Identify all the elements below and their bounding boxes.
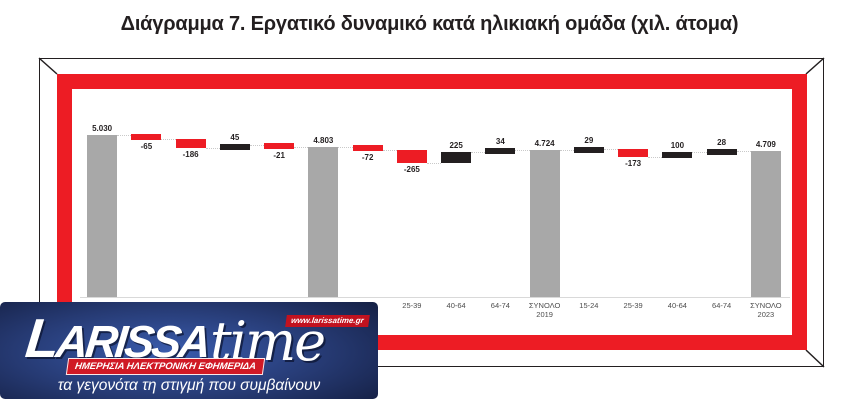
bar-total xyxy=(529,150,560,297)
larissatime-logo-watermark: LARISSA time www.larissatime.gr ΗΜΕΡΗΣΙΑ… xyxy=(0,302,378,399)
waterfall-connector-line xyxy=(382,149,397,151)
bar-increase xyxy=(441,151,472,163)
waterfall-connector-line xyxy=(294,146,309,148)
bar-increase xyxy=(662,151,693,158)
logo-tagline: τα γεγονότα τη στιγμή που συμβαίνουν xyxy=(57,377,321,394)
waterfall-connector-line xyxy=(692,152,707,154)
waterfall-connector-line xyxy=(515,150,530,152)
x-axis-tick-label: 40-64 xyxy=(667,301,687,310)
x-axis-tick-label: ΣΥΝΟΛΟ 2019 xyxy=(528,301,561,319)
waterfall-connector-line xyxy=(205,147,220,149)
bar-increase xyxy=(219,143,250,150)
bar-total xyxy=(308,146,339,297)
x-axis-tick-label: ΣΥΝΟΛΟ 2023 xyxy=(750,301,782,319)
bar-decrease xyxy=(352,145,383,152)
x-axis-tick-label: 64-74 xyxy=(712,301,732,310)
bar-value-label: 4.724 xyxy=(534,139,555,149)
x-axis-tick-label: 40-64 xyxy=(446,301,466,310)
bar-increase xyxy=(485,148,516,155)
bar-value-label: -265 xyxy=(403,164,420,174)
bar-decrease xyxy=(396,149,427,163)
x-axis-tick-label: 64-74 xyxy=(490,301,510,310)
logo-url-badge: www.larissatime.gr xyxy=(285,315,370,327)
bar-increase xyxy=(706,148,737,155)
bar-value-label: 4.709 xyxy=(755,140,776,150)
bar-decrease xyxy=(131,134,162,141)
waterfall-connector-line xyxy=(471,151,486,153)
logo-subtitle-band: ΗΜΕΡΗΣΙΑ ΗΛΕΚΤΡΟΝΙΚΗ ΕΦΗΜΕΡΙΔΑ xyxy=(65,358,266,375)
bar-value-label: 29 xyxy=(584,135,594,145)
bar-value-label: -21 xyxy=(273,150,285,160)
bar-value-label: 100 xyxy=(670,140,685,150)
bar-value-label: 5.030 xyxy=(92,124,113,134)
bar-value-label: -65 xyxy=(140,142,153,152)
x-axis-baseline xyxy=(80,297,790,298)
waterfall-connector-line xyxy=(161,138,176,140)
bar-value-label: 4.803 xyxy=(313,135,334,145)
waterfall-connector-line xyxy=(249,145,265,147)
bar-total xyxy=(750,151,781,297)
bar-decrease xyxy=(175,138,206,148)
chart-title: Διάγραμμα 7. Εργατικό δυναμικό κατά ηλικ… xyxy=(120,13,739,35)
x-axis-tick-label: 25-39 xyxy=(402,301,422,310)
waterfall-connector-line xyxy=(338,146,353,148)
waterfall-connector-line xyxy=(603,148,619,150)
bar-value-label: -186 xyxy=(182,149,199,159)
bar-value-label: 28 xyxy=(717,137,727,147)
bar-increase xyxy=(573,146,604,153)
waterfall-connector-line xyxy=(117,135,132,137)
waterfall-connector-line xyxy=(559,150,574,152)
bar-value-label: 45 xyxy=(230,132,240,142)
bar-value-label: -72 xyxy=(361,153,374,163)
waterfall-connector-line xyxy=(736,151,751,153)
bar-decrease xyxy=(264,142,295,149)
x-axis-tick-label: 25-39 xyxy=(623,301,643,310)
x-axis-tick-label: 15-24 xyxy=(579,301,599,310)
bar-value-label: 225 xyxy=(449,140,463,150)
bar-value-label: 34 xyxy=(495,137,505,147)
waterfall-connector-line xyxy=(648,157,663,159)
waterfall-connector-line xyxy=(426,162,442,164)
bar-total xyxy=(87,135,118,297)
bar-decrease xyxy=(618,148,649,158)
bar-value-label: -173 xyxy=(625,159,642,169)
